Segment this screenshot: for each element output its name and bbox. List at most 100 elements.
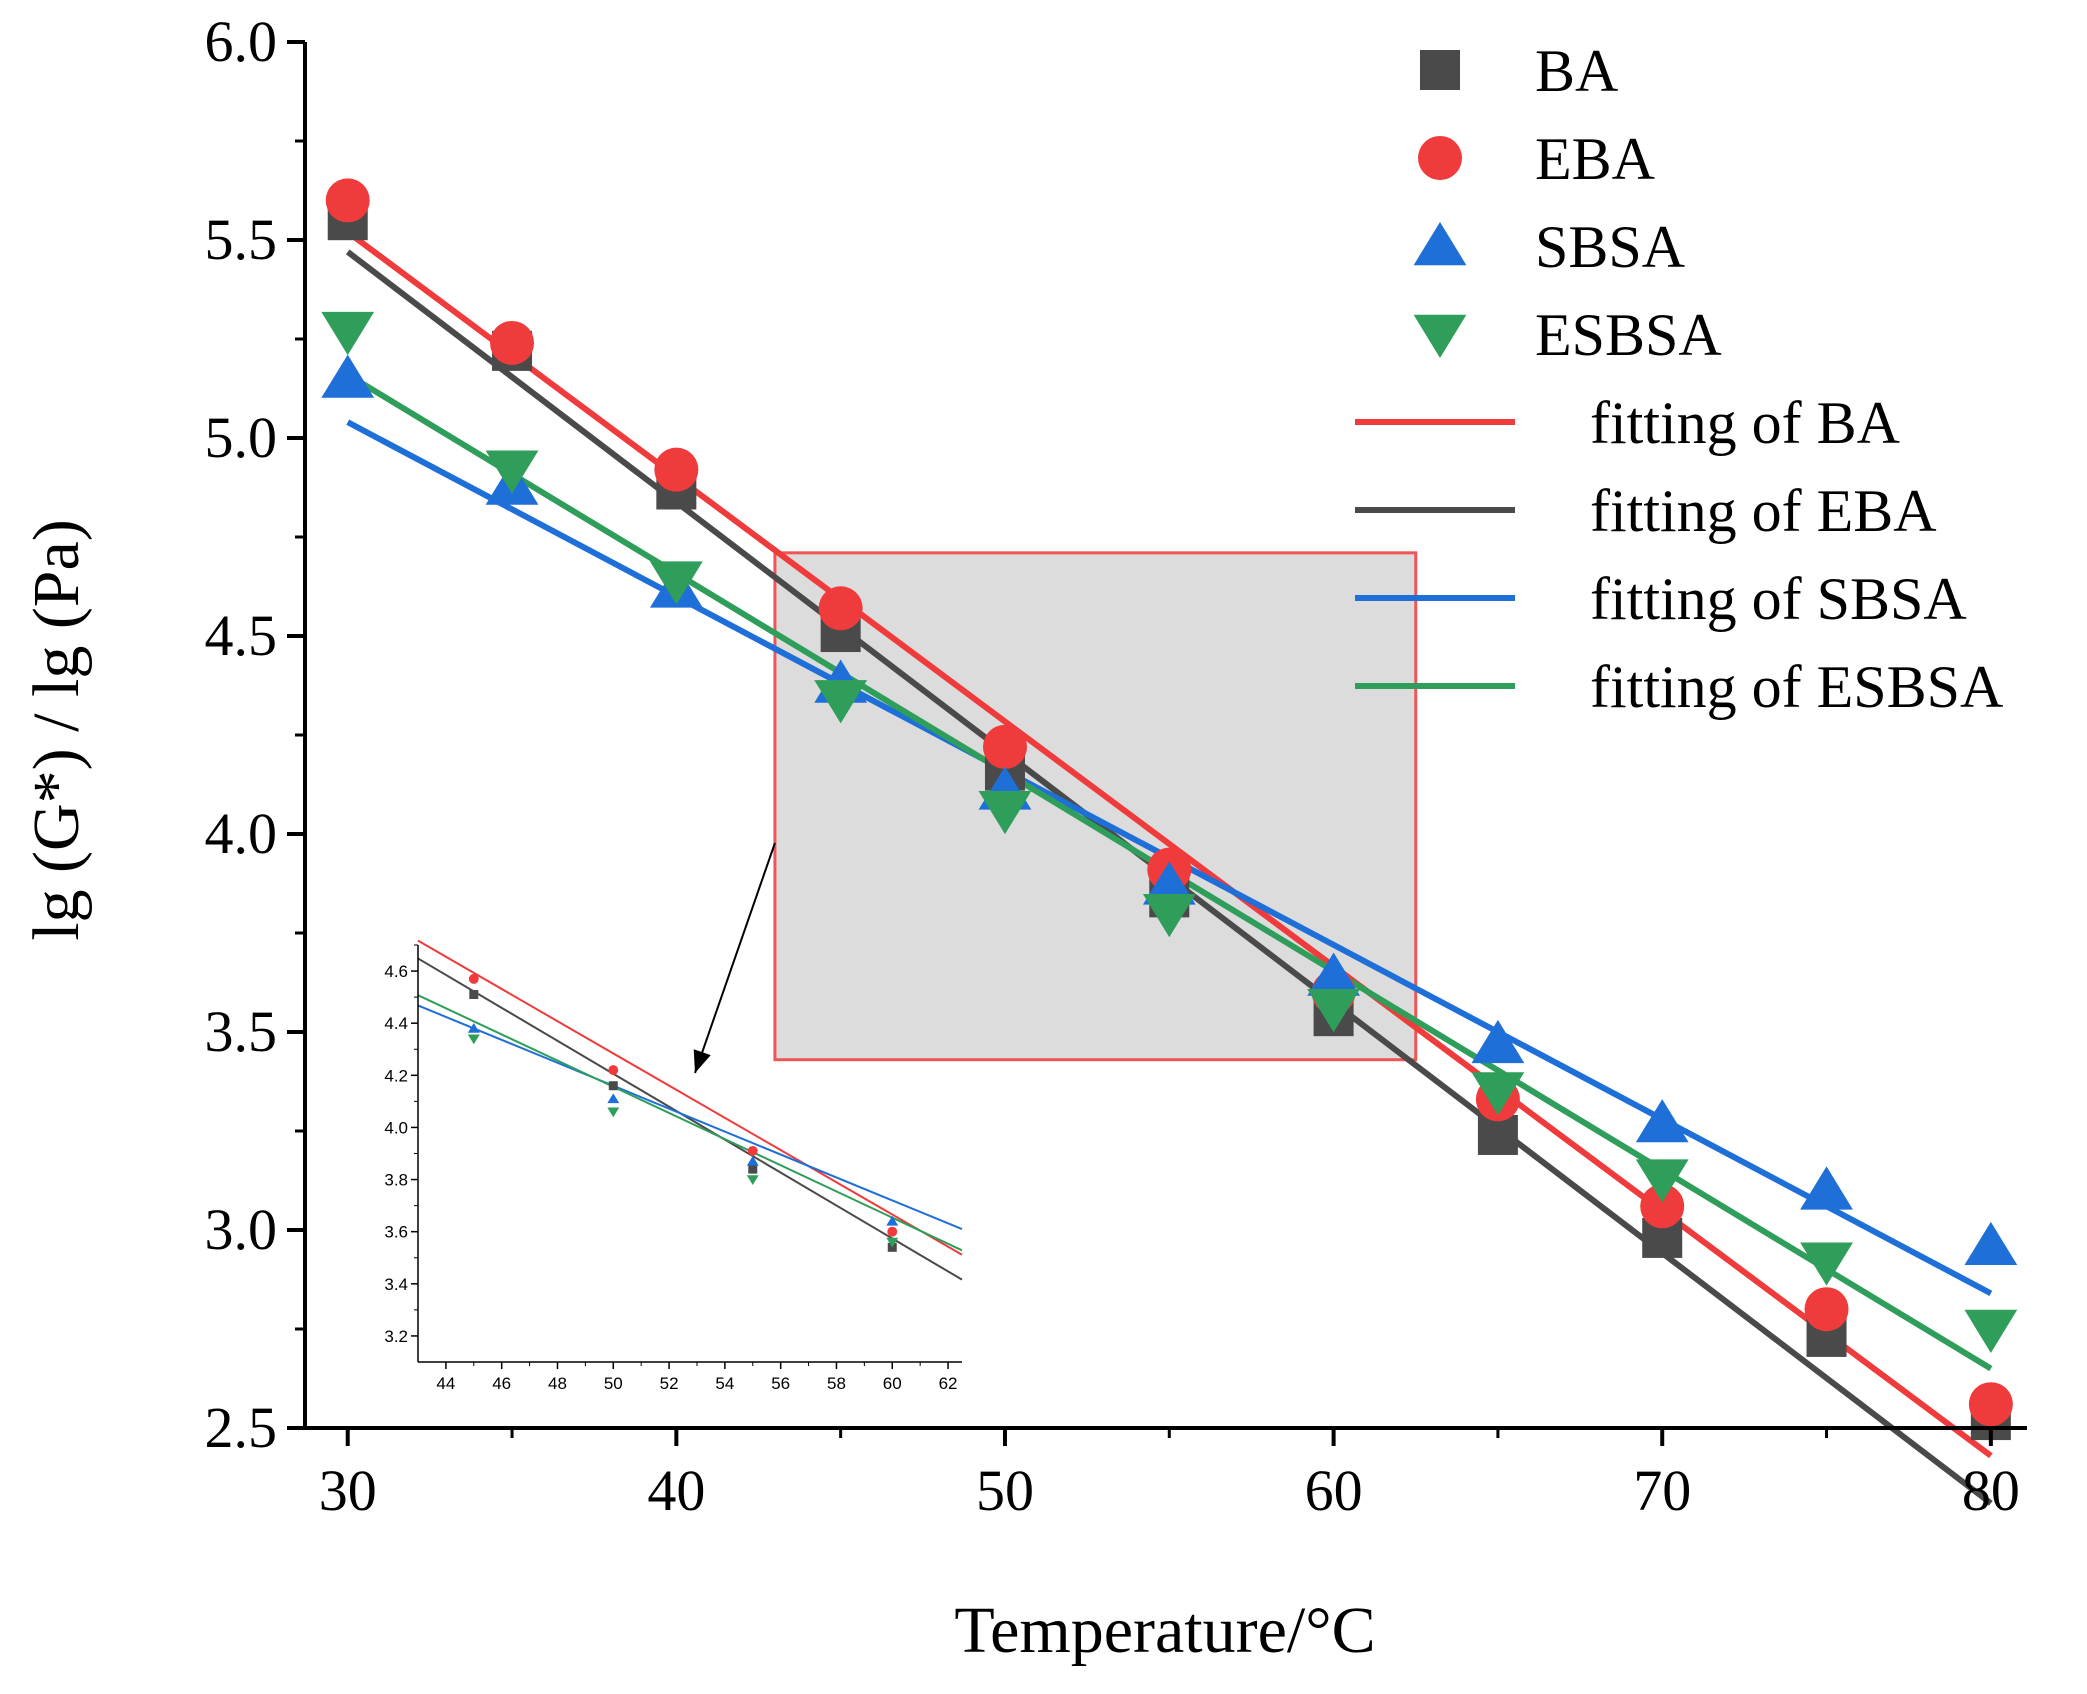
zoom-arrow-head <box>693 1049 711 1073</box>
inset-point-ba-5 <box>608 1081 618 1091</box>
inset-y-tick-label-1: 3.2 <box>384 1327 408 1346</box>
fit-line-1 <box>345 229 1993 1459</box>
inset-y-tick-label-7: 4.4 <box>384 1014 408 1033</box>
legend-label-ba: BA <box>1535 38 1618 104</box>
legend-marker-ba <box>1420 50 1460 90</box>
point-sbsa-1 <box>321 354 375 398</box>
inset-y-tick-label-6: 4.2 <box>384 1066 408 1085</box>
x-axis-title: Temperature/°C <box>954 1594 1375 1667</box>
inset-x-tick-label-10: 62 <box>939 1374 958 1393</box>
point-esbsa-8 <box>1471 1072 1525 1116</box>
point-esbsa-10 <box>1800 1242 1853 1286</box>
legend-label-eba: EBA <box>1535 126 1655 192</box>
y-axis-title: lg (G*) / lg (Pa) <box>20 519 93 941</box>
y-tick-label-2: 3.0 <box>205 1197 278 1262</box>
inset-x-tick-label-9: 60 <box>883 1374 902 1393</box>
point-esbsa-6 <box>1142 894 1196 938</box>
inset-point-eba-4 <box>468 973 479 984</box>
point-ba-8 <box>1477 1114 1518 1155</box>
inset-point-eba-5 <box>608 1065 619 1076</box>
inset-y-tick-label-8: 4.6 <box>384 962 408 981</box>
point-esbsa-2 <box>485 450 539 494</box>
inset-y-tick-label-3: 3.6 <box>384 1223 408 1242</box>
inset-x-tick-label-8: 58 <box>827 1374 846 1393</box>
y-tick-label-4: 4.0 <box>205 801 278 866</box>
y-tick-label-8: 6.0 <box>205 9 278 74</box>
point-eba-10 <box>1804 1287 1849 1332</box>
x-tick-label-5: 70 <box>1633 1458 1691 1523</box>
legend-group: BA EBA SBSA ESBSA fitting of BA fitting of EB… <box>1355 38 2003 720</box>
y-tick-label-1: 2.5 <box>205 1395 278 1460</box>
point-eba-2 <box>490 320 535 365</box>
inset-group: 44 46 48 50 52 54 56 58 60 62 3.2 3.4 3.6 3.8 4.0 4.2 4.… <box>384 842 963 1393</box>
zoom-region-box <box>773 551 1418 1062</box>
markers-group <box>321 178 2018 1441</box>
point-esbsa-9 <box>1635 1159 1689 1203</box>
x-tick-label-1: 30 <box>319 1458 377 1523</box>
legend-label-sbsa: SBSA <box>1535 214 1685 280</box>
legend-label-fit-1: fitting of BA <box>1590 390 1900 456</box>
legend-label-esbsa: ESBSA <box>1535 302 1722 368</box>
x-tick-label-6: 80 <box>1962 1458 2020 1523</box>
inset-point-sbsa-6 <box>746 1155 759 1166</box>
main-axes-group: 30 40 50 60 70 80 2.5 3.0 3.5 4.0 4.5 5.0 5.5 6.0 <box>205 9 2027 1523</box>
inset-y-tick-label-2: 3.4 <box>384 1275 408 1294</box>
point-esbsa-7 <box>1307 989 1360 1033</box>
inset-point-ba-6 <box>748 1164 758 1174</box>
point-eba-1 <box>325 178 370 223</box>
inset-x-tick-label-1: 44 <box>436 1374 455 1393</box>
inset-point-eba-6 <box>747 1145 758 1156</box>
inset-fit-line-1 <box>417 939 963 1256</box>
point-eba-4 <box>818 586 863 631</box>
inset-point-sbsa-4 <box>467 1023 480 1033</box>
inset-fit-line-2 <box>417 957 963 1281</box>
point-eba-11 <box>1968 1382 2013 1427</box>
y-tick-label-6: 5.0 <box>205 405 278 470</box>
inset-point-sbsa-5 <box>607 1093 620 1104</box>
legend-marker-esbsa <box>1413 314 1467 358</box>
inset-x-tick-label-5: 52 <box>660 1374 679 1393</box>
inset-x-tick-label-2: 46 <box>492 1374 511 1393</box>
point-sbsa-10 <box>1800 1166 1853 1210</box>
legend-marker-sbsa <box>1413 222 1467 266</box>
inset-point-esbsa-6 <box>746 1175 759 1185</box>
legend-label-fit-2: fitting of EBA <box>1590 478 1937 544</box>
point-esbsa-3 <box>649 561 703 605</box>
legend-label-fit-3: fitting of SBSA <box>1590 566 1967 632</box>
point-sbsa-6 <box>1142 861 1196 905</box>
inset-x-tick-label-3: 48 <box>548 1374 567 1393</box>
inset-point-eba-7 <box>887 1226 898 1237</box>
y-tick-label-7: 5.5 <box>205 207 278 272</box>
inset-point-sbsa-7 <box>886 1215 899 1226</box>
point-esbsa-5 <box>978 791 1032 835</box>
inset-y-tick-label-5: 4.0 <box>384 1118 408 1137</box>
point-sbsa-8 <box>1471 1019 1525 1064</box>
zoom-arrow-line <box>694 842 776 1074</box>
y-tick-label-5: 4.5 <box>205 603 278 668</box>
point-esbsa-11 <box>1964 1309 2018 1353</box>
inset-x-tick-label-7: 56 <box>771 1374 790 1393</box>
point-eba-9 <box>1640 1184 1685 1229</box>
x-tick-label-3: 50 <box>976 1458 1034 1523</box>
inset-x-tick-label-4: 50 <box>604 1374 623 1393</box>
point-esbsa-1 <box>321 311 375 356</box>
inset-point-ba-4 <box>469 990 479 1000</box>
zoom-region-group <box>773 551 1418 1062</box>
x-tick-label-4: 60 <box>1305 1458 1363 1523</box>
point-eba-5 <box>982 724 1027 769</box>
legend-label-fit-4: fitting of ESBSA <box>1590 654 2003 720</box>
x-tick-label-2: 40 <box>647 1458 705 1523</box>
point-sbsa-7 <box>1307 952 1360 996</box>
point-eba-3 <box>654 447 699 492</box>
point-sbsa-9 <box>1635 1099 1689 1143</box>
inset-point-esbsa-7 <box>886 1237 899 1248</box>
y-tick-label-3: 3.5 <box>205 999 278 1064</box>
inset-point-esbsa-5 <box>607 1107 620 1118</box>
point-esbsa-4 <box>814 680 868 724</box>
inset-y-tick-label-4: 3.8 <box>384 1171 408 1190</box>
inset-x-tick-label-6: 54 <box>715 1374 734 1393</box>
inset-fit-line-3 <box>417 1004 963 1231</box>
inset-point-esbsa-4 <box>467 1034 480 1045</box>
